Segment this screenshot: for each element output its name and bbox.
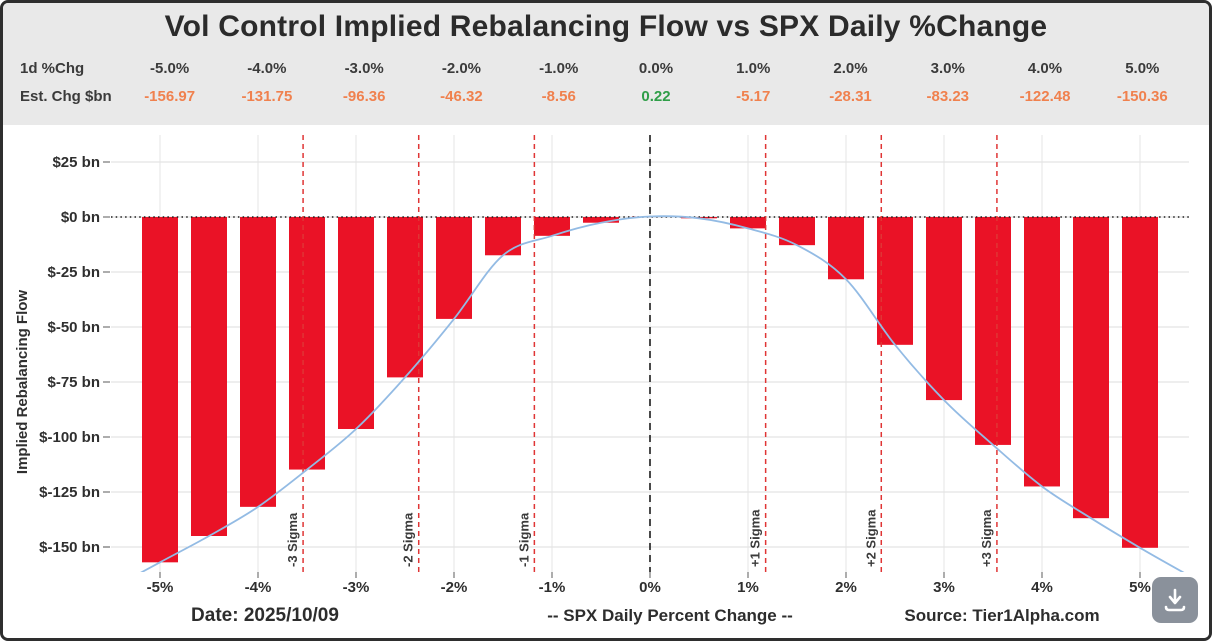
plot-canvas: $25 bn $0 bn $-25 bn $-50 bn $-75 bn $-100 bn… <box>14 135 1189 626</box>
table-cell: -5.0% <box>150 60 190 77</box>
footer-source: Source: Tier1Alpha.com <box>904 606 1099 625</box>
table-cell: -156.97 <box>144 88 196 105</box>
y-tick-label: $25 bn <box>52 154 100 171</box>
x-tick-label: 4% <box>1031 579 1053 596</box>
table-cell: 0.0% <box>638 60 674 77</box>
x-tick-label: 5% <box>1129 579 1151 596</box>
y-tick-label: $-125 bn <box>39 484 100 501</box>
bar <box>534 217 570 236</box>
flow-curve <box>140 215 1185 572</box>
x-tick-label: -4% <box>245 579 272 596</box>
bar <box>485 217 521 256</box>
bar <box>191 217 227 536</box>
chart-title: Vol Control Implied Rebalancing Flow vs … <box>164 10 1048 43</box>
x-tick-label: 1% <box>737 579 759 596</box>
y-tick-label: $-50 bn <box>47 319 100 336</box>
table-cell: -3.0% <box>344 60 384 77</box>
x-axis-caption: -- SPX Daily Percent Change -- <box>547 606 793 625</box>
y-tick-label: $-25 bn <box>47 264 100 281</box>
table-cell: 4.0% <box>1027 60 1063 77</box>
sigma-label: +1 Sigma <box>748 509 763 567</box>
x-tick-label: 2% <box>835 579 857 596</box>
table-cell: -28.31 <box>829 88 872 105</box>
table-cell: -5.17 <box>736 88 771 105</box>
x-tick-label: 0% <box>639 579 661 596</box>
bar <box>828 217 864 280</box>
bar <box>1073 217 1109 519</box>
table-cell: -8.56 <box>541 88 576 105</box>
table-cell: 1.0% <box>736 60 771 77</box>
sigma-label: -1 Sigma <box>516 512 531 567</box>
bar <box>289 217 325 470</box>
y-tick-label: $0 bn <box>61 209 100 226</box>
bar <box>1122 217 1158 548</box>
plot-region: $25 bn $0 bn $-25 bn $-50 bn $-75 bn $-100 bn… <box>3 125 1209 638</box>
table-cell: 5.0% <box>1125 60 1160 77</box>
table-cell: -46.32 <box>440 88 483 105</box>
bar <box>583 217 619 223</box>
x-tick-label: 3% <box>933 579 955 596</box>
table-cell: -150.36 <box>1116 88 1168 105</box>
bar <box>1024 217 1060 487</box>
est-chg-values: -156.97 -131.75 -96.36 -46.32 -8.56 0.22 -5.17… <box>121 88 1191 105</box>
bar <box>338 217 374 429</box>
x-tick-label: -5% <box>147 579 174 596</box>
table-cell: -4.0% <box>247 60 287 77</box>
table-cell: -96.36 <box>342 88 386 105</box>
est-chg-row-label: Est. Chg $bn <box>20 88 112 105</box>
table-cell: -2.0% <box>441 60 482 77</box>
y-tick-label: $-150 bn <box>39 539 100 556</box>
table-cell: -131.75 <box>241 88 293 105</box>
table-cell: 3.0% <box>930 60 965 77</box>
chart-header: Vol Control Implied Rebalancing Flow vs … <box>3 3 1209 125</box>
sigma-label: +2 Sigma <box>863 509 878 567</box>
table-cell: -122.48 <box>1019 88 1071 105</box>
pct-chg-row-label: 1d %Chg <box>20 60 85 77</box>
sigma-label: -2 Sigma <box>401 512 416 567</box>
pct-chg-values: -5.0% -4.0% -3.0% -2.0% -1.0% 0.0% 1.0% 2.0% 3.0… <box>121 60 1191 77</box>
pct-chg-row: 1d %Chg -5.0% -4.0% -3.0% -2.0% -1.0% 0.0% 1.0… <box>3 60 1209 77</box>
download-button[interactable] <box>1152 577 1198 623</box>
est-chg-row: Est. Chg $bn -156.97 -131.75 -96.36 -46.32-… <box>3 88 1209 105</box>
bar <box>730 217 766 229</box>
x-tick-label: -1% <box>539 579 566 596</box>
y-tick-label: $-100 bn <box>39 429 100 446</box>
table-cell: 0.22 <box>641 88 671 105</box>
table-cell: -1.0% <box>539 60 579 77</box>
bar <box>240 217 276 507</box>
x-tick-label: -3% <box>343 579 370 596</box>
footer-date: Date: 2025/10/09 <box>191 605 339 626</box>
bar <box>142 217 178 563</box>
y-tick-label: $-75 bn <box>47 374 100 391</box>
bar <box>877 217 913 345</box>
table-cell: 2.0% <box>833 60 868 77</box>
download-icon <box>1164 588 1186 612</box>
bar <box>975 217 1011 445</box>
bar <box>926 217 962 401</box>
bar <box>436 217 472 319</box>
x-tick-label: -2% <box>441 579 468 596</box>
bar <box>387 217 423 378</box>
y-axis-title: Implied Rebalancing Flow <box>14 290 31 475</box>
bar <box>779 217 815 246</box>
sigma-label: -3 Sigma <box>285 512 300 567</box>
table-cell: -83.23 <box>926 88 970 105</box>
sigma-label: +3 Sigma <box>979 509 994 567</box>
